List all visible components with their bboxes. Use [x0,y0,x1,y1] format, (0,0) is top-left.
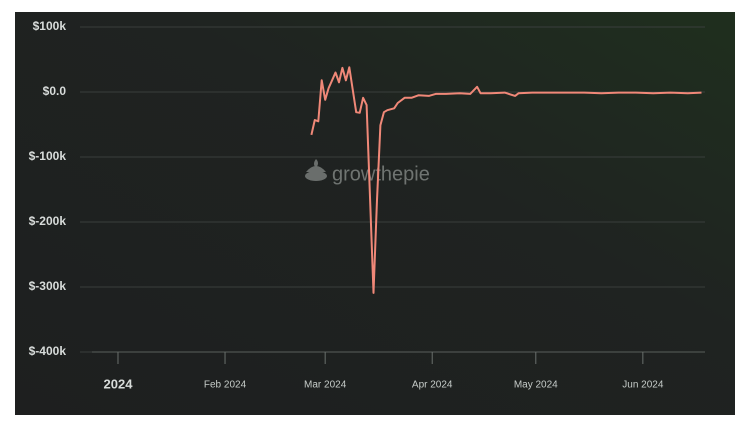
x-tick-label: Mar 2024 [304,380,347,391]
x-tick-label: 2024 [104,376,134,391]
x-tick-label: Feb 2024 [204,380,247,391]
chart-panel [15,12,735,415]
x-tick-label: Apr 2024 [412,380,453,391]
watermark: growthepie [332,163,430,185]
y-tick-label: $-300k [29,279,67,293]
watermark-logo [305,159,327,181]
y-tick-label: $-100k [29,149,67,163]
y-tick-label: $-200k [29,214,67,228]
y-tick-label: $-400k [29,344,67,358]
series-line [310,66,702,294]
x-tick-label: May 2024 [514,380,558,391]
y-tick-label: $100k [33,19,67,33]
y-tick-label: $0.0 [43,84,67,98]
x-tick-label: Jun 2024 [622,380,664,391]
